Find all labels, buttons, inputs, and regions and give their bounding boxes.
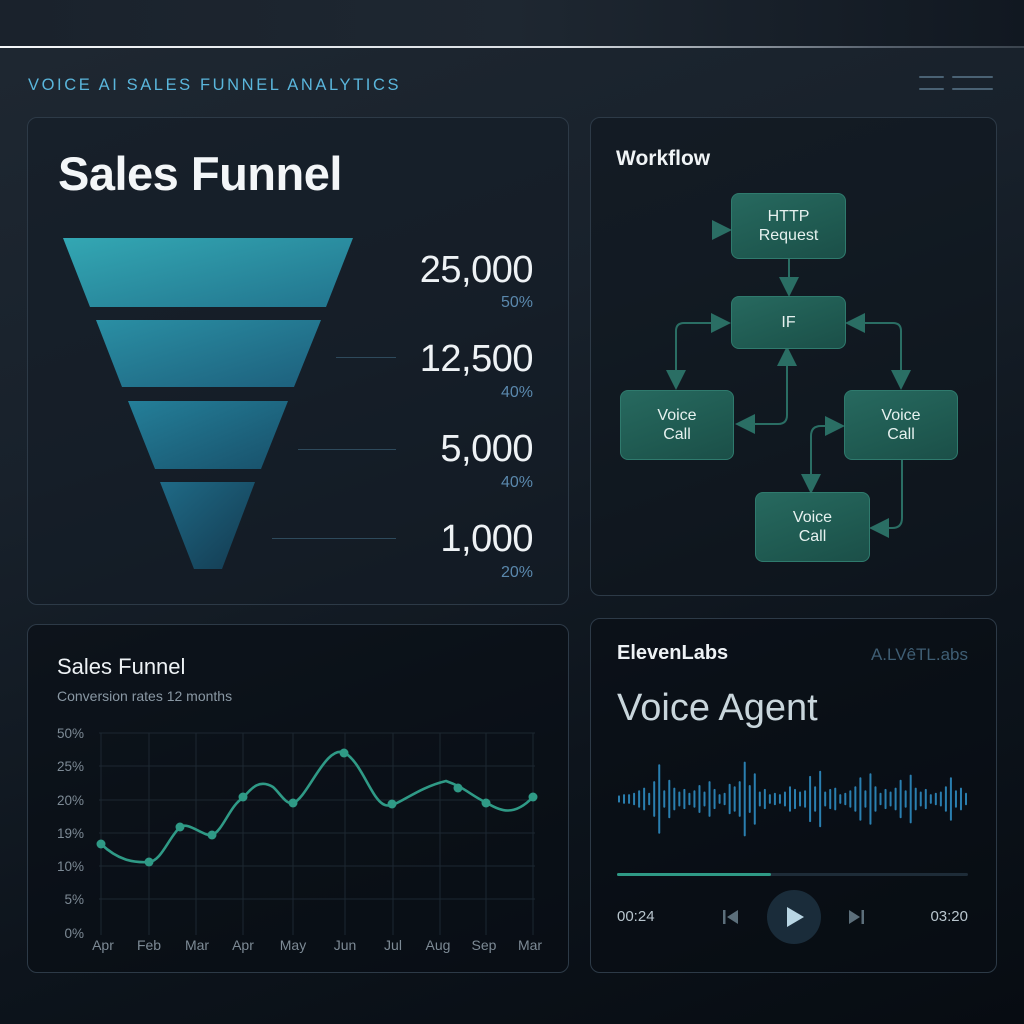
connector-line <box>298 449 396 450</box>
connector-line <box>272 538 396 539</box>
workflow-title: Workflow <box>616 147 711 170</box>
stage-value: 5,000 <box>440 428 533 470</box>
voice-agent-card: ElevenLabs A.LVêTL.abs Voice Agent 00:24… <box>590 618 997 973</box>
y-tick: 5% <box>64 892 84 907</box>
y-tick: 10% <box>57 859 84 874</box>
stage-pct: 40% <box>500 384 533 401</box>
conversion-line <box>99 750 535 864</box>
workflow-card: Workflow HTTP Re <box>590 117 997 596</box>
x-tick: Jun <box>334 937 357 953</box>
play-icon <box>787 907 804 927</box>
workflow-node-http-request[interactable]: HTTP Request <box>731 193 846 259</box>
play-button[interactable] <box>767 890 821 944</box>
menu-icon-line <box>952 88 993 90</box>
workflow-node-voice-call-right[interactable]: Voice Call <box>844 390 958 460</box>
chart-title: Sales Funnel <box>57 654 186 679</box>
menu-icon-line <box>952 76 993 78</box>
workflow-connectors <box>666 220 911 538</box>
top-bar <box>0 0 1024 47</box>
connector-line <box>336 357 396 358</box>
x-tick: Mar <box>185 937 209 953</box>
y-tick: 50% <box>57 726 84 741</box>
audio-waveform <box>618 761 967 837</box>
skip-back-icon[interactable] <box>722 908 740 926</box>
funnel-stage-2 <box>96 320 321 387</box>
brand-secondary: A.LVêTL.abs <box>870 645 968 664</box>
brand-name: ElevenLabs <box>617 642 729 664</box>
y-tick: 19% <box>57 826 84 841</box>
funnel-card: Sales Funnel 25,000 50% 12,500 40% 5,000… <box>27 117 569 605</box>
x-tick: Sep <box>472 937 497 953</box>
x-tick: Aug <box>426 937 451 953</box>
line-chart: 50% 25% 20% 19% 10% 5% 0% Apr Feb Mar Ap… <box>57 726 542 953</box>
workflow-node-voice-call-left[interactable]: Voice Call <box>620 390 734 460</box>
funnel-title: Sales Funnel <box>58 147 342 200</box>
stage-pct: 20% <box>500 564 533 581</box>
funnel-stage-1 <box>63 238 353 307</box>
funnel-stage-3 <box>128 401 288 469</box>
funnel-graphic <box>63 238 353 569</box>
total-time: 03:20 <box>930 908 968 925</box>
conversion-chart-card: Sales Funnel Conversion rates 12 months … <box>27 624 569 973</box>
x-tick: Apr <box>232 937 254 953</box>
stage-value: 1,000 <box>440 518 533 560</box>
chart-subtitle: Conversion rates 12 months <box>57 688 233 704</box>
x-tick: May <box>280 937 306 953</box>
stage-pct: 40% <box>500 474 533 491</box>
x-tick: Feb <box>137 937 161 953</box>
playback-progress-bar[interactable] <box>617 873 968 876</box>
x-tick: Jul <box>384 937 402 953</box>
y-tick: 0% <box>64 926 84 941</box>
stage-pct: 50% <box>500 294 533 311</box>
workflow-node-voice-call-bottom[interactable]: Voice Call <box>755 492 870 562</box>
menu-button[interactable] <box>916 74 996 94</box>
menu-icon <box>919 76 944 78</box>
playback-progress-fill <box>617 873 772 876</box>
current-time: 00:24 <box>617 908 655 925</box>
voice-agent-title: Voice Agent <box>617 687 818 729</box>
stage-value: 25,000 <box>419 249 534 291</box>
top-divider <box>0 46 1024 48</box>
app-title: VOICE AI SALES FUNNEL ANALYTICS <box>28 76 402 94</box>
menu-icon-line <box>919 88 944 90</box>
x-tick: Mar <box>518 937 542 953</box>
skip-forward-icon[interactable] <box>847 908 865 926</box>
workflow-node-if[interactable]: IF <box>731 296 846 349</box>
funnel-stage-4 <box>160 482 255 569</box>
x-tick: Apr <box>92 937 114 953</box>
y-tick: 25% <box>57 759 84 774</box>
y-tick: 20% <box>57 793 84 808</box>
stage-value: 12,500 <box>419 338 534 380</box>
